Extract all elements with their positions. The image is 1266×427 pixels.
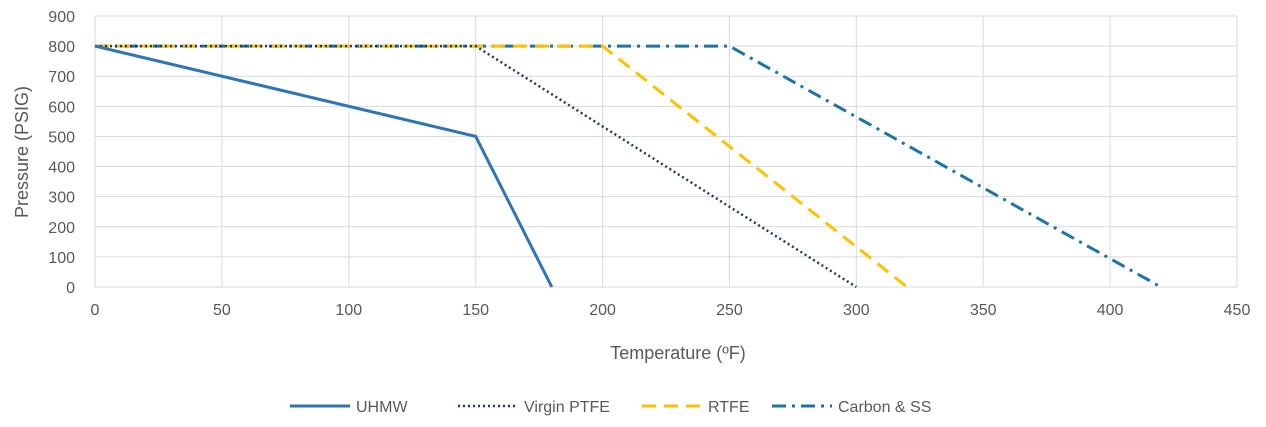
legend-item: Virgin PTFE	[458, 399, 610, 416]
y-tick-label: 300	[48, 190, 75, 207]
legend: UHMW Virgin PTFE RTFE Carbon & SS	[290, 399, 931, 416]
y-tick-label: 500	[48, 129, 75, 146]
y-tick-label: 100	[48, 250, 75, 267]
x-tick-label: 300	[843, 302, 870, 319]
series-line-virgin-ptfe	[95, 44, 857, 289]
y-tick-label: 600	[48, 99, 75, 116]
x-tick-label: 50	[213, 302, 231, 319]
x-tick-label: 100	[335, 302, 362, 319]
x-tick-label: 250	[716, 302, 743, 319]
gridlines	[94, 15, 1238, 288]
legend-label: Carbon & SS	[838, 399, 931, 416]
x-tick-labels: 0 50 100 150 200 250 300 350 400 450	[91, 302, 1251, 319]
legend-label: RTFE	[708, 399, 749, 416]
legend-label: Virgin PTFE	[524, 399, 610, 416]
y-tick-label: 700	[48, 69, 75, 86]
y-tick-label: 0	[66, 280, 75, 297]
x-tick-label: 200	[589, 302, 616, 319]
x-tick-label: 0	[91, 302, 100, 319]
legend-label: UHMW	[356, 399, 408, 416]
x-tick-label: 400	[1097, 302, 1124, 319]
x-axis-title: Temperature (ºF)	[610, 343, 746, 363]
series-line-uhmw	[94, 44, 554, 288]
series-line-rtfe	[95, 44, 909, 289]
y-tick-label: 900	[48, 9, 75, 26]
legend-item: UHMW	[290, 399, 408, 416]
x-tick-label: 450	[1224, 302, 1251, 319]
y-tick-label: 400	[48, 160, 75, 177]
legend-item: RTFE	[642, 399, 749, 416]
x-tick-label: 350	[970, 302, 997, 319]
legend-item: Carbon & SS	[772, 399, 931, 416]
y-tick-labels: 0 100 200 300 400 500 600 700 800 900	[48, 9, 75, 297]
y-tick-label: 800	[48, 39, 75, 56]
x-tick-label: 150	[462, 302, 489, 319]
series-lines	[94, 44, 1162, 289]
y-axis-title: Pressure (PSIG)	[12, 86, 32, 218]
y-tick-label: 200	[48, 220, 75, 237]
